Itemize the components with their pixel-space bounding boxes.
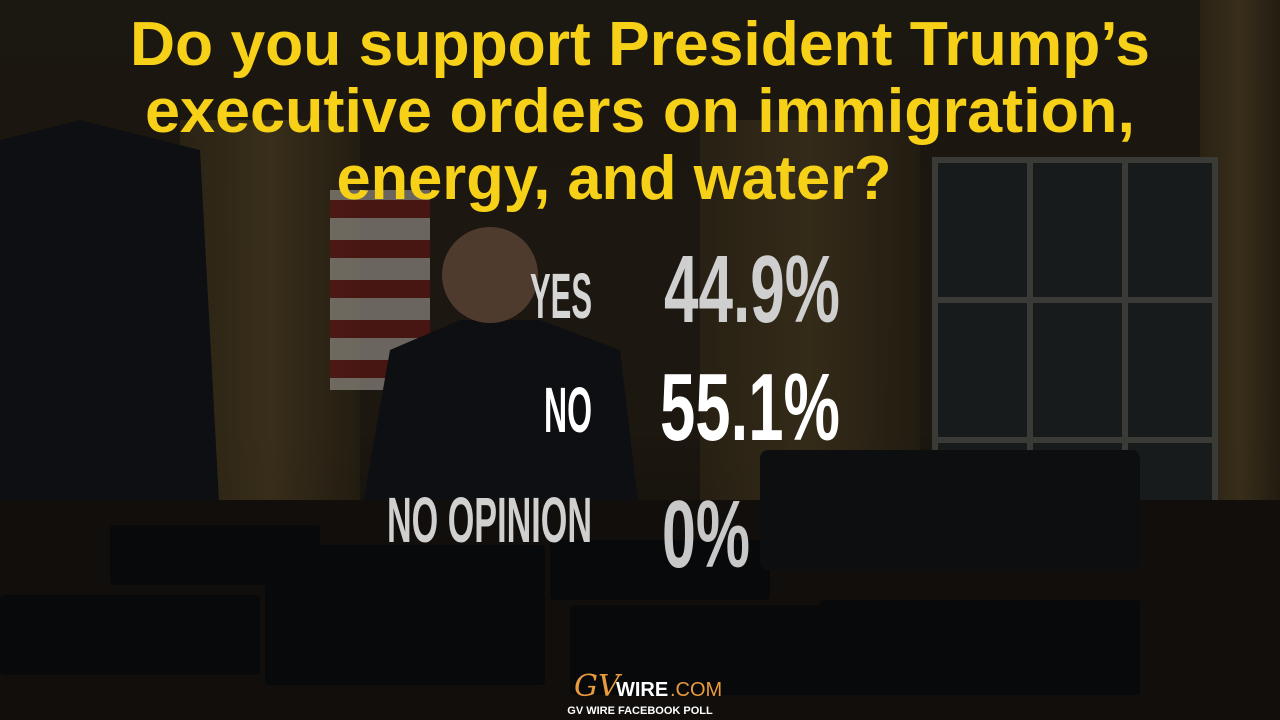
person-head (442, 227, 538, 323)
logo-name: WIRE (616, 679, 668, 701)
logo: GV WIRE .COM GV WIRE FACEBOOK POLL (567, 669, 722, 717)
result-value: 55.1% (660, 354, 840, 461)
footer: GV WIRE FACEBOOK POLL (567, 705, 713, 717)
result-value: 44.9% (664, 236, 840, 343)
title-line: Do you support President Trump’s (130, 10, 1150, 79)
result-value: 0% (662, 481, 750, 588)
title: Do you support President Trump’s executi… (130, 10, 1150, 213)
title-line: energy, and water? (337, 144, 892, 213)
logo-suffix: .COM (670, 679, 722, 701)
person (360, 320, 640, 520)
title-line: executive orders on immigration, (145, 77, 1135, 146)
logo-mark: GV (574, 669, 623, 704)
results: YES 44.9% NO 55.1% NO OPINION 0% (387, 236, 840, 588)
result-label: NO OPINION (387, 484, 592, 556)
person (0, 120, 220, 520)
result-label: YES (530, 260, 592, 332)
folders (0, 450, 1140, 695)
result-label: NO (544, 374, 592, 446)
